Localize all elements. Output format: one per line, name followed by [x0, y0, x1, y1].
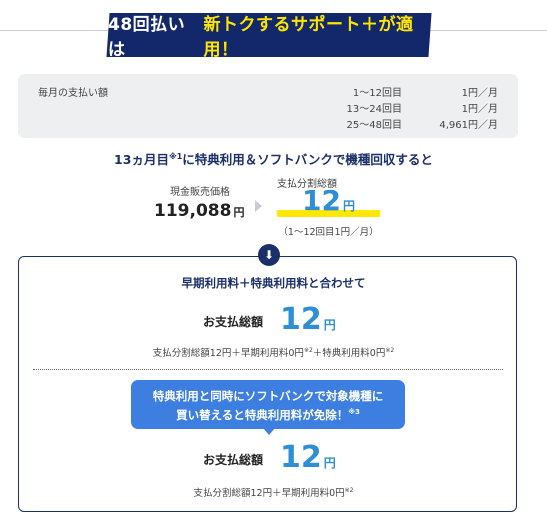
banner-text-installments: 48回払いは — [108, 15, 186, 60]
monthly-row: 13～24回目 1円／月 — [18, 100, 518, 115]
breakdown-part-b: ＋特典利用料0円 — [312, 348, 386, 359]
condition-heading: 13ヵ月目※1に特典利用＆ソフトバンクで機種回収すると — [0, 149, 547, 168]
cash-price-amount: 119,088 — [154, 201, 232, 221]
installment-amount: 12 — [302, 184, 341, 217]
total-payment: 12 円 — [280, 304, 336, 341]
combined-fees-heading: 早期利用料＋特典利用料と合わせて — [181, 276, 366, 290]
total-payment-unit: 円 — [323, 318, 336, 332]
condition-suffix: に特典利用＆ソフトバンクで機種回収すると — [182, 152, 433, 167]
total-payment-unit: 円 — [323, 456, 336, 470]
exemption-callout: 特典利用と同時にソフトバンクで対象機種に 買い替えると特典利用料が免除！※3 — [131, 380, 405, 429]
total-payment: 12 円 — [280, 442, 336, 479]
footnote-marker: ※3 — [348, 408, 360, 416]
callout-tail — [263, 428, 275, 435]
condition-footnote: ※1 — [168, 151, 183, 161]
installment-note: （1～12回目1円／月） — [278, 227, 379, 238]
monthly-row: 25～48回目 4,961円／月 — [18, 116, 518, 131]
callout-line-1: 特典利用と同時にソフトバンクで対象機種に — [152, 389, 384, 403]
monthly-row: 1～12回目 1円／月 — [18, 84, 518, 99]
payment-breakdown: 支払分割総額12円＋早期利用料0円※2＋特典利用料0円※2 — [0, 345, 547, 359]
cash-price-label: 現金販売価格 — [170, 187, 230, 198]
footnote-marker: ※2 — [344, 486, 354, 494]
period-label: 1～12回目 — [352, 88, 402, 99]
divider — [33, 369, 503, 370]
period-amount: 4,961円／月 — [439, 120, 498, 131]
banner-text-support: 新トクするサポート＋が適用！ — [203, 15, 414, 60]
period-label: 25～48回目 — [346, 120, 402, 131]
total-payment-label: お支払総額 — [203, 315, 264, 329]
arrow-right-icon — [255, 200, 262, 212]
footnote-marker: ※2 — [385, 346, 395, 354]
cash-price-unit: 円 — [233, 206, 245, 219]
payment-breakdown: 支払分割総額12円＋早期利用料0円※2 — [0, 485, 547, 499]
total-payment-label: お支払総額 — [203, 453, 264, 467]
condition-prefix: 13ヵ月目 — [114, 152, 169, 167]
promo-banner-text: 48回払いは 新トクするサポート＋が適用！ — [108, 13, 430, 60]
callout-line-2: 買い替えると特典利用料が免除！ — [176, 407, 349, 422]
installment-total: 12 円 — [277, 186, 380, 221]
cash-price: 119,088 円 — [154, 201, 244, 221]
total-payment-amount: 12 — [280, 302, 322, 337]
period-amount: 1円／月 — [461, 104, 498, 115]
period-amount: 1円／月 — [461, 88, 498, 99]
footnote-marker: ※2 — [303, 346, 313, 354]
total-payment-amount: 12 — [280, 440, 322, 475]
amount-highlight — [277, 210, 380, 217]
breakdown-part-a: 支払分割総額12円＋早期利用料0円 — [152, 348, 304, 359]
monthly-payment-table: 毎月の支払い額 1～12回目 1円／月 13～24回目 1円／月 25～48回目… — [18, 74, 518, 138]
monthly-payment-label: 毎月の支払い額 — [38, 88, 108, 99]
installment-total-label: 支払分割総額 — [277, 179, 337, 190]
breakdown-text: 支払分割総額12円＋早期利用料0円 — [193, 488, 345, 499]
period-label: 13～24回目 — [346, 104, 402, 115]
arrow-down-icon: ⬇ — [258, 244, 280, 266]
installment-unit: 円 — [342, 199, 355, 213]
